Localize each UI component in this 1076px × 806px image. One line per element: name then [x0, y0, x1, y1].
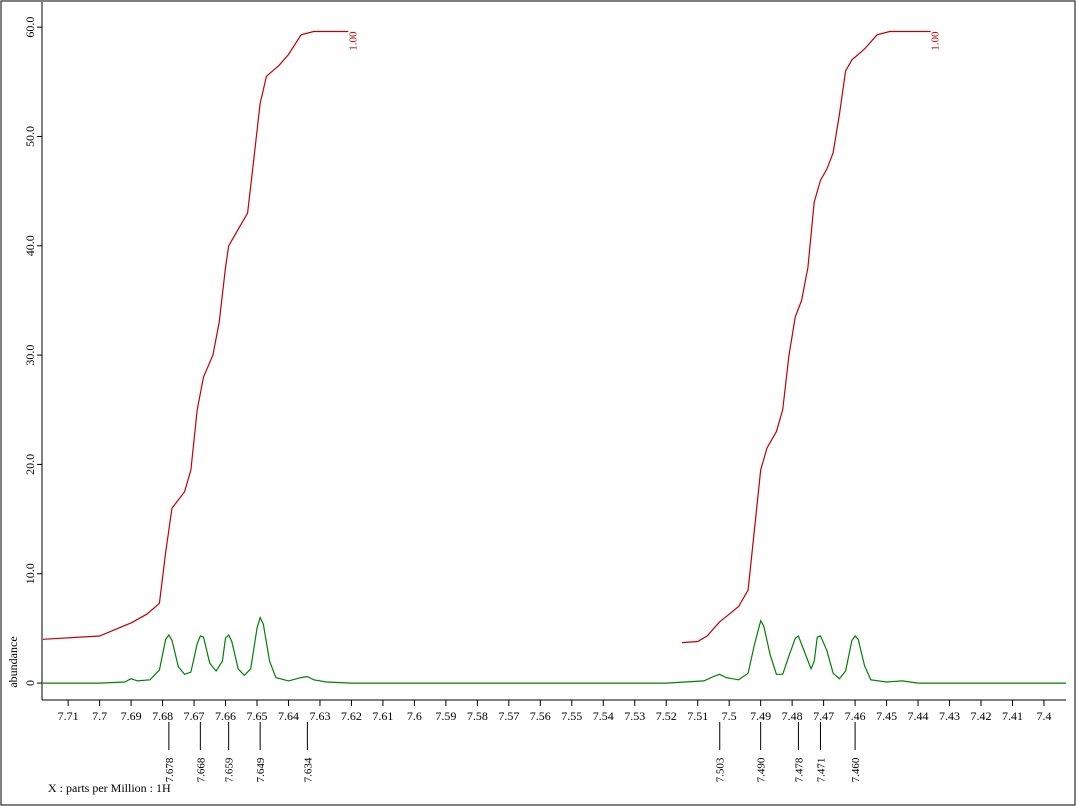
- x-tick-label: 7.55: [561, 709, 582, 723]
- x-tick-label: 7.43: [939, 709, 960, 723]
- y-tick-label: 50.0: [23, 126, 37, 147]
- y-tick-label: 0: [23, 680, 37, 686]
- x-tick-label: 7.49: [750, 709, 771, 723]
- peak-label: 7.490: [756, 757, 768, 782]
- peak-label: 7.649: [255, 757, 267, 782]
- x-tick-label: 7.6: [407, 709, 422, 723]
- peak-label: 7.668: [195, 757, 207, 782]
- y-tick-label: 60.0: [23, 17, 37, 38]
- x-tick-label: 7.57: [498, 709, 519, 723]
- x-tick-label: 7.45: [876, 709, 897, 723]
- x-tick-label: 7.42: [971, 709, 992, 723]
- x-tick-label: 7.41: [1002, 709, 1023, 723]
- x-tick-label: 7.56: [530, 709, 551, 723]
- x-tick-label: 7.68: [152, 709, 173, 723]
- x-tick-label: 7.4: [1036, 709, 1051, 723]
- x-tick-label: 7.62: [341, 709, 362, 723]
- x-axis-label: X : parts per Million : 1H: [48, 781, 171, 795]
- integral-label: 1.00: [347, 31, 359, 51]
- x-tick-label: 7.61: [372, 709, 393, 723]
- x-tick-label: 7.65: [246, 709, 267, 723]
- y-axis-label: abundance: [6, 636, 20, 687]
- x-tick-label: 7.53: [624, 709, 645, 723]
- integral-curve: [681, 30, 931, 644]
- y-tick-label: 40.0: [23, 235, 37, 256]
- x-tick-label: 7.54: [593, 709, 614, 723]
- x-tick-label: 7.48: [782, 709, 803, 723]
- x-tick-label: 7.52: [656, 709, 677, 723]
- x-tick-label: 7.66: [215, 709, 236, 723]
- peak-label: 7.659: [224, 757, 236, 782]
- peak-label: 7.471: [815, 758, 827, 783]
- x-tick-label: 7.58: [467, 709, 488, 723]
- x-tick-label: 7.64: [278, 709, 299, 723]
- x-tick-label: 7.51: [687, 709, 708, 723]
- peak-label: 7.678: [164, 757, 176, 782]
- x-tick-label: 7.5: [722, 709, 737, 723]
- y-tick-label: 20.0: [23, 454, 37, 475]
- peak-label: 7.460: [850, 757, 862, 782]
- x-tick-label: 7.63: [309, 709, 330, 723]
- integral-label: 1.00: [930, 31, 942, 51]
- x-tick-label: 7.7: [92, 709, 107, 723]
- integral-curve: [42, 30, 349, 640]
- peak-label: 7.634: [302, 757, 314, 782]
- x-tick-label: 7.44: [908, 709, 929, 723]
- x-tick-label: 7.46: [845, 709, 866, 723]
- x-tick-label: 7.71: [58, 709, 79, 723]
- spectrum-line: [42, 615, 1066, 684]
- x-tick-label: 7.59: [435, 709, 456, 723]
- y-tick-label: 10.0: [23, 563, 37, 584]
- y-tick-label: 30.0: [23, 345, 37, 366]
- x-tick-label: 7.47: [813, 709, 834, 723]
- peak-label: 7.478: [793, 757, 805, 782]
- x-tick-label: 7.67: [184, 709, 205, 723]
- x-tick-label: 7.69: [121, 709, 142, 723]
- peak-label: 7.503: [715, 757, 727, 782]
